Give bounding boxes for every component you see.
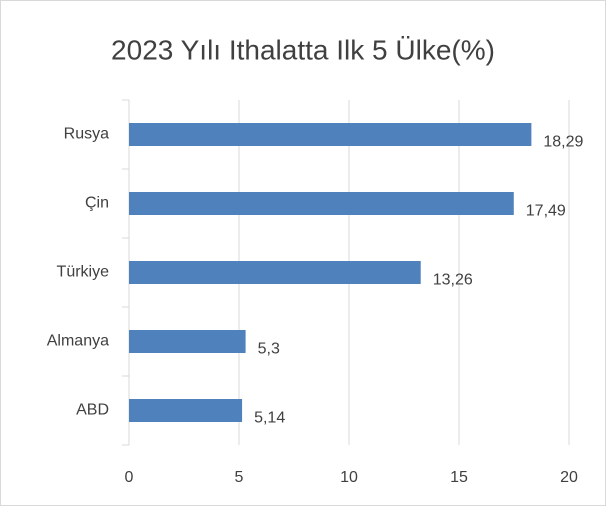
x-tick-label: 20 [560,469,578,486]
y-tick-label: Çin [85,195,109,212]
data-label: 5,3 [258,341,280,358]
y-tick-label: ABD [76,402,109,419]
bar [129,123,532,146]
y-tick-label: Türkiye [57,264,110,281]
chart-title: 2023 Yılı Ithalatta Ilk 5 Ülke(%) [111,34,495,65]
data-label: 13,26 [433,272,473,289]
y-tick-label: Almanya [47,333,109,350]
bar [129,192,514,215]
x-tick-label: 0 [125,469,134,486]
data-label: 17,49 [526,203,566,220]
y-tick-label: Rusya [64,126,109,143]
data-label: 5,14 [254,410,285,427]
data-label: 18,29 [543,134,583,151]
bar [129,399,243,422]
x-tick-label: 5 [235,469,244,486]
bar [129,330,246,353]
bar [129,261,421,284]
x-tick-label: 15 [450,469,468,486]
x-tick-label: 10 [340,469,358,486]
